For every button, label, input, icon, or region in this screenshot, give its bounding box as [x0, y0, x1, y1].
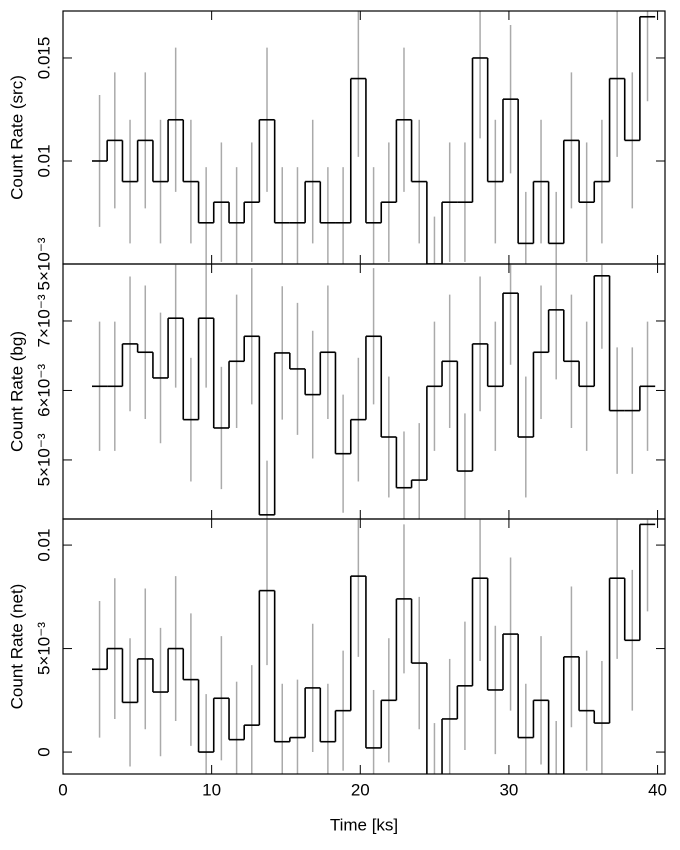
y-axis-label: Count Rate (src) — [7, 75, 26, 200]
y-axis-label: Count Rate (bg) — [7, 331, 26, 452]
plot-area — [91, 519, 656, 774]
x-tick-label: 30 — [499, 780, 518, 799]
y-tick-label: 0.015 — [34, 37, 53, 80]
x-tick-label: 20 — [351, 780, 370, 799]
plot-area — [91, 11, 656, 264]
y-tick-label: 0 — [34, 747, 53, 756]
x-tick-label: 0 — [58, 780, 67, 799]
y-tick-label: 0.01 — [34, 529, 53, 562]
y-tick-label: 5×10⁻³ — [34, 433, 53, 486]
y-tick-label: 7×10⁻³ — [34, 294, 53, 347]
y-tick-label: 6×10⁻³ — [34, 364, 53, 417]
y-tick-label: 5×10⁻³ — [34, 237, 53, 290]
x-tick-label: 10 — [202, 780, 221, 799]
panel-frame — [62, 518, 666, 775]
plot-area — [91, 264, 656, 519]
x-axis-label: Time [ks] — [330, 815, 398, 834]
y-tick-label: 0.01 — [34, 144, 53, 177]
y-axis-label: Count Rate (net) — [7, 584, 26, 710]
y-tick-label: 5×10⁻³ — [34, 622, 53, 675]
x-tick-label: 40 — [648, 780, 667, 799]
panel-frame — [62, 10, 666, 265]
panel-frame — [62, 263, 666, 520]
